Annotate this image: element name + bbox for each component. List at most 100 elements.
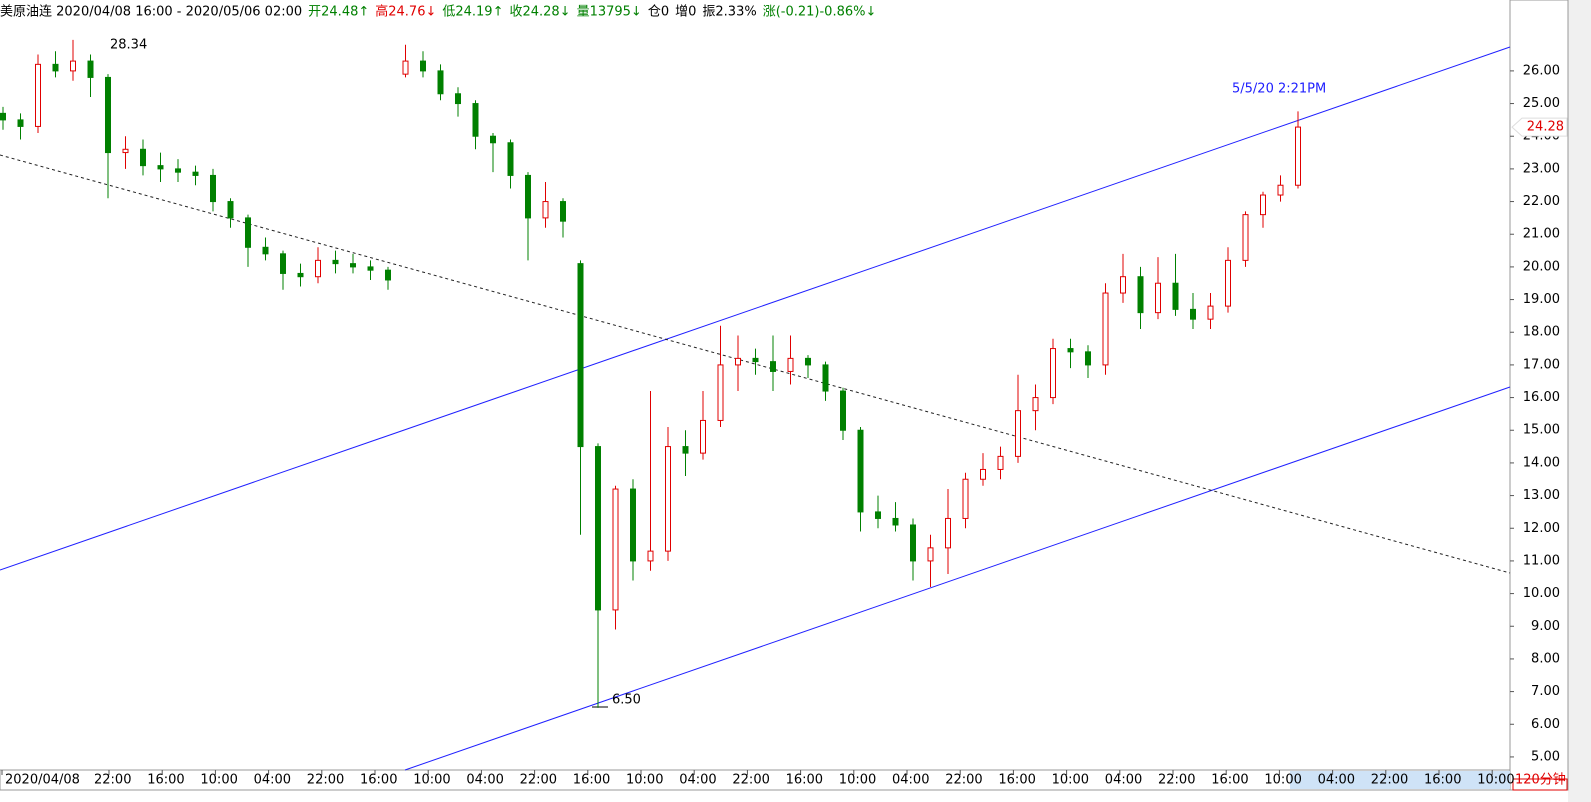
candle-body (1137, 276, 1144, 314)
candle-body (822, 364, 829, 392)
candle-body (665, 446, 671, 552)
candle-body (542, 201, 549, 219)
candle-body (630, 488, 636, 562)
candle-body (910, 524, 916, 562)
candle-body (455, 93, 461, 105)
date-annotation: 5/5/20 2:21PM (1232, 82, 1326, 97)
candle-body (525, 174, 531, 219)
x-tick-label: 10:00 (413, 773, 450, 788)
x-tick-label: 22:00 (520, 773, 557, 788)
candle-body (472, 103, 479, 137)
candle-body (735, 357, 741, 366)
x-tick-label: 16:00 (360, 773, 397, 788)
scrollbar (1568, 0, 1591, 802)
x-tick-label: 10:00 (200, 773, 237, 788)
x-tick-label: 04:00 (1105, 773, 1142, 788)
high-label: 28.34 (110, 38, 147, 53)
x-tick-label: 16:00 (786, 773, 823, 788)
candle-body (1050, 348, 1056, 399)
candle-body (1015, 410, 1021, 457)
candle-body (892, 517, 899, 526)
y-tick-label: 5.00 (1531, 749, 1560, 764)
header-item: 量13795↓ (577, 5, 642, 20)
y-tick-label: 21.00 (1523, 227, 1560, 242)
trend-line (404, 386, 1511, 771)
candle-body (857, 429, 864, 513)
header-item: 收24.28↓ (509, 5, 570, 20)
x-tick-label: 16:00 (998, 773, 1035, 788)
y-tick-label: 20.00 (1523, 259, 1560, 274)
x-tick-label: 10:00 (1052, 773, 1089, 788)
candle-body (35, 63, 41, 127)
candle-body (105, 76, 111, 154)
x-tick-label: 16:00 (147, 773, 184, 788)
x-tick-label: 22:00 (732, 773, 769, 788)
candle-body (227, 201, 234, 219)
candle-body (770, 361, 776, 372)
candle-body (385, 269, 391, 281)
candle-body (122, 148, 129, 154)
candle-body (262, 246, 269, 255)
x-tick-label: 04:00 (254, 773, 291, 788)
x-tick-label: 16:00 (1211, 773, 1248, 788)
x-tick-label: 16:00 (1424, 773, 1461, 788)
candle-body (1032, 397, 1039, 412)
candle-body (1067, 348, 1074, 353)
low-label: 6.50 (612, 693, 641, 708)
candle-body (962, 478, 969, 519)
y-tick-label: 14.00 (1523, 455, 1560, 470)
candle-body (875, 511, 881, 519)
y-tick-label: 7.00 (1531, 684, 1560, 699)
y-tick-label: 13.00 (1523, 488, 1560, 503)
candle-body (612, 488, 619, 611)
candle-body (945, 517, 951, 549)
y-tick-label: 19.00 (1523, 292, 1560, 307)
y-tick-label: 10.00 (1523, 586, 1560, 601)
candle-body (577, 263, 584, 448)
x-tick-label: 22:00 (1371, 773, 1408, 788)
price-tag (1511, 117, 1568, 137)
candle-body (980, 468, 986, 480)
trend-line (0, 46, 1511, 571)
header-item: 美原油连 2020/04/08 16:00 - 2020/05/06 02:00 (0, 4, 302, 20)
candle-body (1242, 214, 1249, 261)
x-tick-label: 2020/04/08 (5, 773, 80, 788)
header-item: 涨(-0.21)-0.86%↓ (763, 5, 877, 20)
candle-body (210, 174, 216, 203)
candle-body (507, 142, 514, 176)
candle-body (332, 259, 339, 265)
candle-body (1190, 308, 1196, 320)
candle-body (997, 455, 1004, 470)
header-item: 振2.33% (702, 5, 756, 20)
candle-body (560, 201, 566, 222)
candle-body (52, 63, 59, 72)
candle-body (805, 357, 811, 366)
candle-body (175, 168, 181, 173)
candle-body (402, 60, 409, 75)
x-tick-label: 10:00 (626, 773, 663, 788)
x-tick-label: 10:00 (1264, 773, 1301, 788)
candle-body (87, 60, 94, 78)
x-tick-label: 04:00 (466, 773, 503, 788)
header: 美原油连 2020/04/08 16:00 - 2020/05/06 02:00… (0, 4, 876, 20)
candle-body (840, 390, 846, 431)
candle-body (1207, 305, 1214, 320)
candle-body (595, 446, 601, 611)
header-item: 低24.19↑ (442, 5, 503, 20)
candle-body (245, 217, 251, 248)
candle-body (140, 148, 146, 167)
y-tick-label: 15.00 (1523, 423, 1560, 438)
candle-body (717, 364, 724, 421)
period-box (1512, 778, 1568, 791)
header-item: 仓0 (648, 5, 669, 20)
candle-body (437, 70, 444, 95)
candle-body (1102, 292, 1109, 366)
y-tick-label: 9.00 (1531, 619, 1560, 634)
candle-body (787, 357, 794, 372)
y-tick-label: 23.00 (1523, 161, 1560, 176)
candle-body (1295, 126, 1301, 186)
x-axis-highlight (1290, 771, 1510, 789)
y-tick-label: 18.00 (1523, 325, 1560, 340)
